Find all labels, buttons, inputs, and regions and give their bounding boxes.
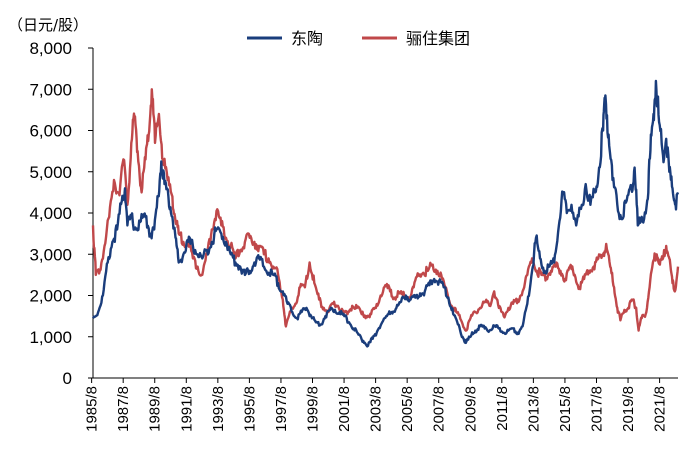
- y-axis-unit-label: （日元/股）: [8, 16, 88, 34]
- x-tick-label: 1991/8: [178, 386, 195, 432]
- legend-label-series-2: 骊住集团: [406, 29, 470, 48]
- x-tick-label: 1989/8: [147, 386, 164, 432]
- y-tick-label: 4,000: [29, 204, 72, 223]
- y-axis: 0 1,000 2,000 3,000 4,000 5,000 6,000 7,000 8,00…: [29, 39, 94, 388]
- y-tick-label: 8,000: [29, 39, 72, 58]
- y-tick-label: 2,000: [29, 287, 72, 306]
- legend: 东陶 骊住集团: [247, 29, 470, 48]
- x-tick-label: 1997/8: [273, 386, 290, 432]
- x-tick-label: 2009/8: [462, 386, 479, 432]
- x-tick-label: 2007/8: [431, 386, 448, 432]
- x-tick-label: 1987/8: [115, 386, 132, 432]
- x-tick-label: 2021/8: [652, 386, 669, 432]
- x-tick-label: 1995/8: [241, 386, 258, 432]
- y-tick-label: 3,000: [29, 245, 72, 264]
- y-tick-label: 5,000: [29, 163, 72, 182]
- x-tick-label: 1999/8: [305, 386, 322, 432]
- x-tick-label: 2011/8: [494, 386, 511, 431]
- legend-label-series-1: 东陶: [291, 29, 323, 48]
- x-tick-label: 2003/8: [368, 386, 385, 432]
- y-tick-label: 7,000: [29, 80, 72, 99]
- x-tick-label: 2017/8: [588, 386, 605, 432]
- series-layer: [91, 79, 680, 348]
- x-tick-label: 2019/8: [620, 386, 637, 432]
- x-tick-label: 2005/8: [399, 386, 416, 432]
- x-tick-label: 2013/8: [525, 386, 542, 432]
- x-tick-label: 1985/8: [84, 386, 101, 432]
- y-tick-label: 6,000: [29, 122, 72, 141]
- series-line-2: [91, 88, 680, 332]
- y-tick-label: 0: [63, 369, 72, 388]
- y-tick-label: 1,000: [29, 328, 72, 347]
- x-tick-label: 2015/8: [557, 386, 574, 432]
- x-axis: 1985/8 1987/8 1989/8 1991/8 1993/8 1995/8 1997…: [84, 377, 678, 432]
- x-tick-label: 2001/8: [336, 386, 353, 432]
- x-tick-label: 1993/8: [210, 386, 227, 432]
- series-line-1: [91, 79, 680, 348]
